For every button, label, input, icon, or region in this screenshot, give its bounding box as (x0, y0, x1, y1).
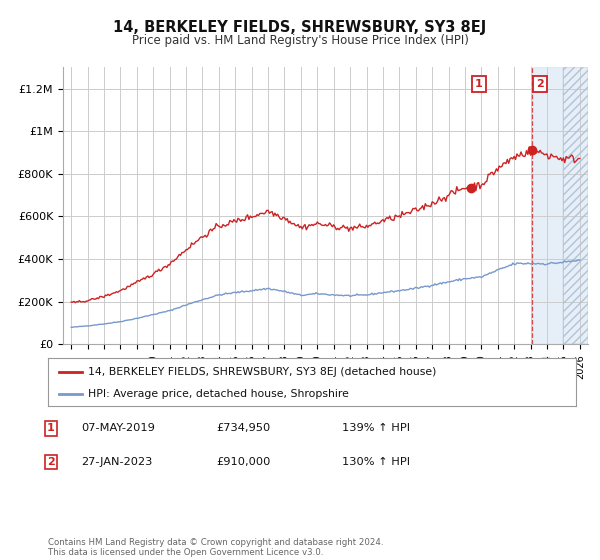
Text: 1: 1 (47, 423, 55, 433)
Text: 2: 2 (47, 457, 55, 467)
Text: £734,950: £734,950 (216, 423, 270, 433)
Text: 130% ↑ HPI: 130% ↑ HPI (342, 457, 410, 467)
Text: Contains HM Land Registry data © Crown copyright and database right 2024.
This d: Contains HM Land Registry data © Crown c… (48, 538, 383, 557)
Text: Price paid vs. HM Land Registry's House Price Index (HPI): Price paid vs. HM Land Registry's House … (131, 34, 469, 46)
Bar (532, 67, 588, 344)
Text: £910,000: £910,000 (216, 457, 271, 467)
Text: 1: 1 (475, 80, 483, 89)
Text: HPI: Average price, detached house, Shropshire: HPI: Average price, detached house, Shro… (88, 389, 349, 399)
Text: 27-JAN-2023: 27-JAN-2023 (81, 457, 152, 467)
Text: 07-MAY-2019: 07-MAY-2019 (81, 423, 155, 433)
Bar (563, 67, 588, 344)
Text: 14, BERKELEY FIELDS, SHREWSBURY, SY3 8EJ: 14, BERKELEY FIELDS, SHREWSBURY, SY3 8EJ (113, 20, 487, 35)
Text: 14, BERKELEY FIELDS, SHREWSBURY, SY3 8EJ (detached house): 14, BERKELEY FIELDS, SHREWSBURY, SY3 8EJ… (88, 367, 436, 377)
Text: 139% ↑ HPI: 139% ↑ HPI (342, 423, 410, 433)
Text: 2: 2 (536, 80, 544, 89)
